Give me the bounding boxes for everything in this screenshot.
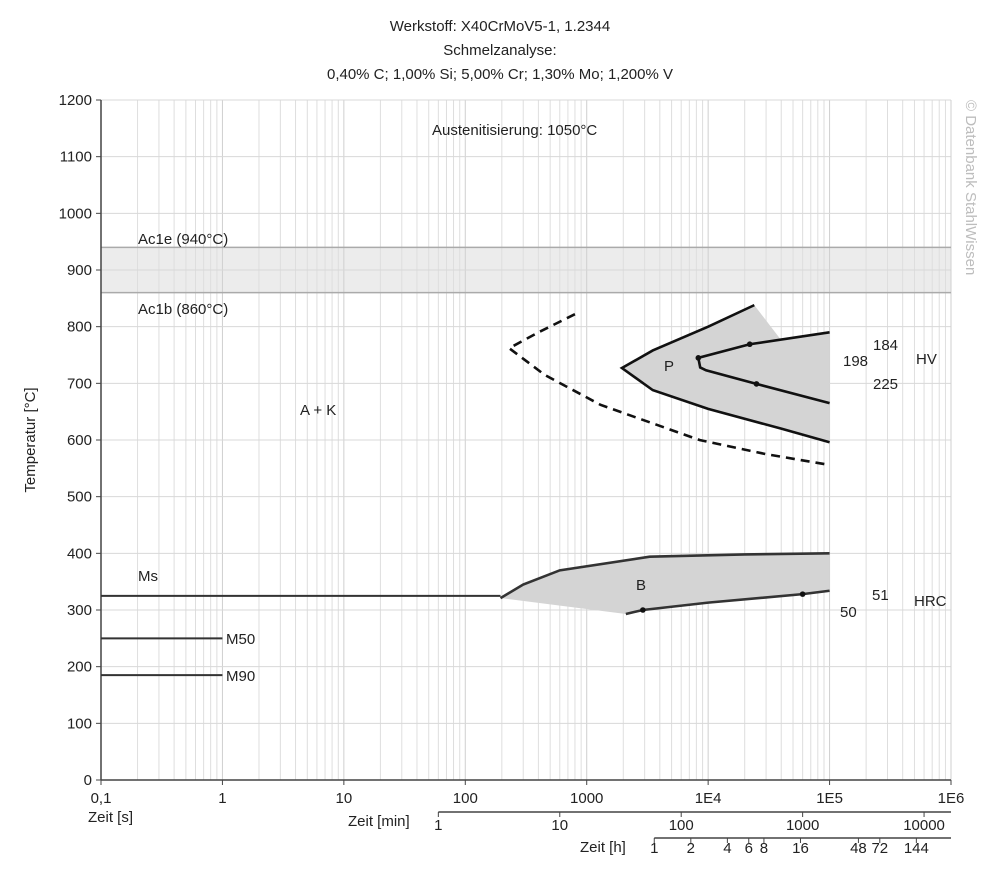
- y-tick-label: 100: [67, 715, 92, 732]
- x-tick-label: 1E6: [938, 790, 965, 807]
- y-tick-label: 400: [67, 545, 92, 562]
- hardness-point: [753, 381, 760, 387]
- x-tick-label: 1: [218, 790, 226, 807]
- annotation-ak: A + K: [300, 402, 336, 419]
- x-tick-label: 1000: [570, 790, 603, 807]
- annotation-m90: M90: [226, 668, 255, 685]
- x-axis-label-min: Zeit [min]: [348, 813, 410, 830]
- annotation-hv225: 225: [873, 376, 898, 393]
- x-axis-label-s: Zeit [s]: [88, 809, 133, 826]
- y-tick-label: 800: [67, 319, 92, 336]
- x-tick-label: 1E5: [816, 790, 843, 807]
- annotation-b: B: [636, 577, 646, 594]
- x-tick-label: 1: [434, 817, 442, 834]
- hardness-point: [799, 591, 806, 597]
- y-tick-label: 700: [67, 375, 92, 392]
- x-tick-label: 1: [650, 840, 658, 857]
- y-tick-label: 600: [67, 432, 92, 449]
- x-tick-label: 10000: [903, 817, 945, 834]
- annotation-m50: M50: [226, 631, 255, 648]
- curve-pearlite-start: [619, 303, 830, 444]
- y-tick-label: 0: [84, 772, 92, 789]
- annotation-hv184: 184: [873, 337, 898, 354]
- watermark: © Datenbank StahlWissen: [962, 100, 979, 275]
- y-tick-label: 300: [67, 602, 92, 619]
- annotation-aust: Austenitisierung: 1050°C: [432, 122, 597, 139]
- pearlite-region: [621, 305, 830, 443]
- x-axis-label-h: Zeit [h]: [580, 839, 626, 856]
- curve-bainite-finish: [625, 589, 830, 616]
- x-tick-label: 10: [551, 817, 568, 834]
- hardness-point: [746, 341, 753, 348]
- annotation-ms: Ms: [138, 568, 158, 585]
- y-tick-label: 900: [67, 262, 92, 279]
- annotation-hv198: 198: [843, 353, 868, 370]
- y-tick-label: 1200: [59, 92, 92, 109]
- chart-subtitle: Schmelzanalyse:: [443, 42, 557, 59]
- x-tick-label: 0,1: [91, 790, 112, 807]
- x-tick-label: 1000: [786, 817, 819, 834]
- x-tick-label: 16: [792, 840, 809, 857]
- x-tick-label: 72: [871, 840, 888, 857]
- x-tick-label: 100: [669, 817, 694, 834]
- x-tick-label: 1E4: [695, 790, 722, 807]
- hardness-point: [640, 607, 646, 613]
- chart-title: Werkstoff: X40CrMoV5-1, 1.2344: [389, 18, 611, 35]
- x-tick-label: 2: [687, 840, 695, 857]
- curve-bainite-start: [499, 552, 830, 600]
- annotation-hrc51: 51: [872, 587, 889, 604]
- x-tick-label: 8: [760, 840, 768, 857]
- x-tick-label: 10: [336, 790, 353, 807]
- x-tick-label: 100: [453, 790, 478, 807]
- annotation-hv: HV: [916, 351, 937, 368]
- y-axis-label: Temperatur [°C]: [22, 387, 39, 492]
- composition: 0,40% C; 1,00% Si; 5,00% Cr; 1,30% Mo; 1…: [326, 66, 674, 83]
- x-tick-label: 144: [904, 840, 929, 857]
- hardness-point: [695, 355, 702, 361]
- annotation-ac1b: Ac1b (860°C): [138, 301, 228, 318]
- y-tick-label: 1100: [60, 149, 92, 166]
- annotation-ac1e: Ac1e (940°C): [138, 231, 228, 248]
- annotation-hrc: HRC: [914, 593, 947, 610]
- curve-dashed-boundary: [506, 313, 830, 467]
- y-tick-label: 200: [67, 659, 92, 676]
- x-tick-label: 6: [745, 840, 753, 857]
- annotation-p: P: [664, 358, 674, 375]
- y-tick-label: 500: [67, 489, 92, 506]
- y-tick-label: 1000: [59, 205, 92, 222]
- x-tick-label: 4: [723, 840, 731, 857]
- annotation-hrc50: 50: [840, 604, 857, 621]
- x-tick-label: 48: [850, 840, 867, 857]
